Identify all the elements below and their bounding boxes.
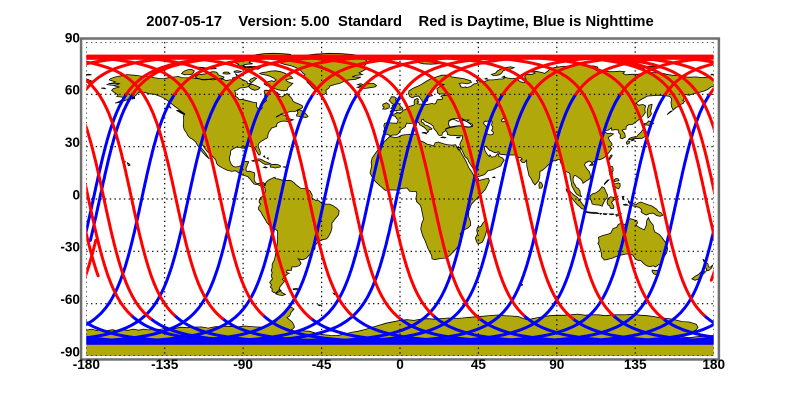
svg-text:45: 45 [471,357,487,372]
svg-text:0: 0 [72,187,80,202]
svg-text:-180: -180 [73,357,100,372]
svg-text:60: 60 [65,83,80,98]
svg-text:90: 90 [65,30,80,45]
svg-text:30: 30 [65,135,80,150]
svg-text:-135: -135 [151,357,179,372]
svg-text:0: 0 [396,357,404,372]
svg-text:-60: -60 [60,292,80,307]
svg-text:135: 135 [624,357,647,372]
svg-text:-90: -90 [60,344,80,359]
svg-text:-45: -45 [312,357,332,372]
svg-text:-90: -90 [233,357,253,372]
svg-text:-30: -30 [60,240,80,255]
svg-text:180: 180 [702,357,725,372]
svg-text:2007-05-17 Version: 5.00 S: 2007-05-17 Version: 5.00 Standard Red is… [146,14,653,30]
svg-text:90: 90 [549,357,564,372]
